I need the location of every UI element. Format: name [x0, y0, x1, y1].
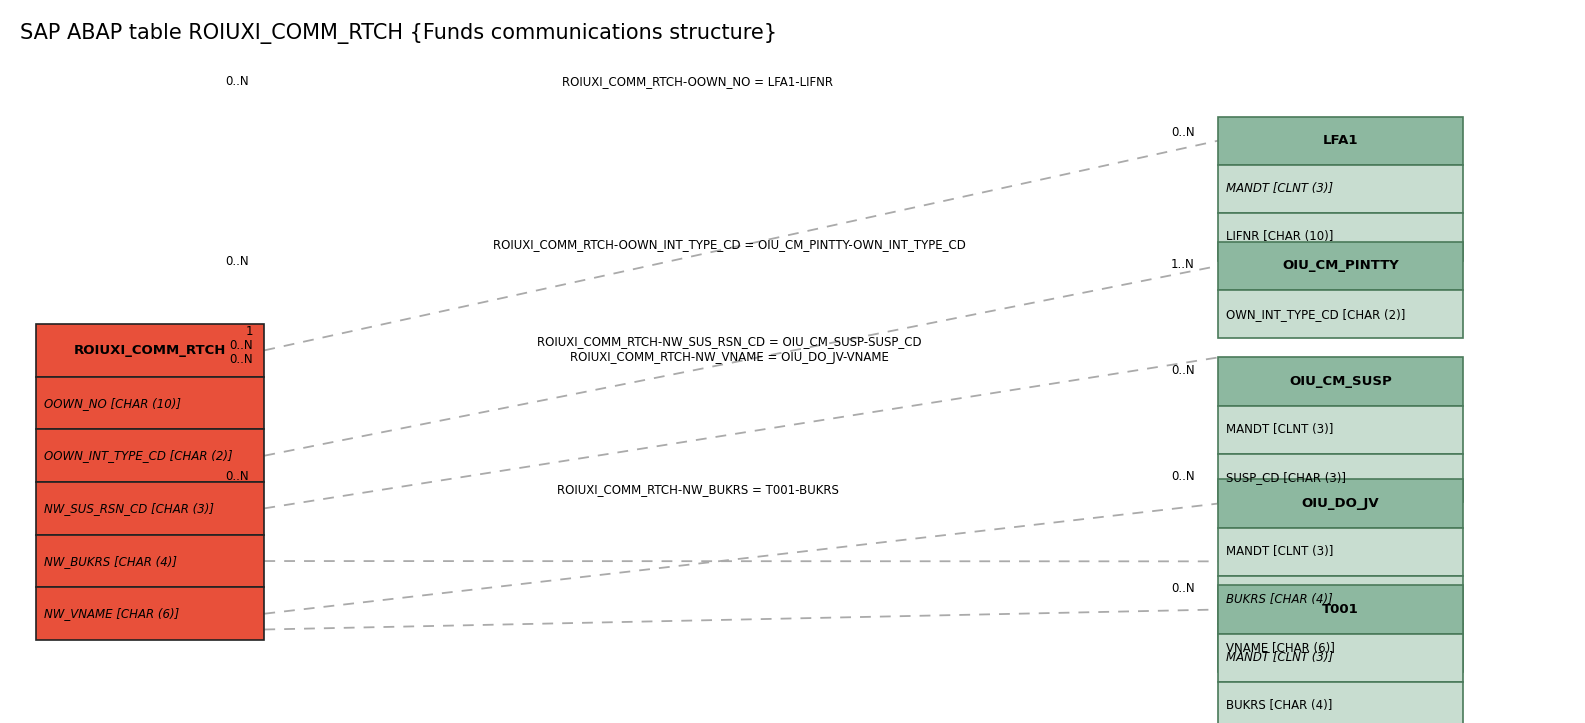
Text: OOWN_INT_TYPE_CD [CHAR (2)]: OOWN_INT_TYPE_CD [CHAR (2)]: [43, 449, 233, 462]
Text: 0..N: 0..N: [1171, 364, 1195, 377]
Text: 0..N: 0..N: [230, 339, 254, 352]
Text: ROIUXI_COMM_RTCH-OOWN_INT_TYPE_CD = OIU_CM_PINTTY-OWN_INT_TYPE_CD: ROIUXI_COMM_RTCH-OOWN_INT_TYPE_CD = OIU_…: [493, 239, 965, 252]
Text: OIU_CM_PINTTY: OIU_CM_PINTTY: [1282, 260, 1400, 273]
Text: BUKRS [CHAR (4)]: BUKRS [CHAR (4)]: [1227, 594, 1333, 607]
Text: 0..N: 0..N: [1171, 126, 1195, 139]
Text: BUKRS [CHAR (4)]: BUKRS [CHAR (4)]: [1227, 699, 1333, 712]
Text: LFA1: LFA1: [1322, 134, 1358, 147]
Text: NW_SUS_RSN_CD [CHAR (3)]: NW_SUS_RSN_CD [CHAR (3)]: [43, 502, 214, 515]
FancyBboxPatch shape: [36, 324, 265, 377]
Text: MANDT [CLNT (3)]: MANDT [CLNT (3)]: [1227, 423, 1333, 436]
Text: OIU_CM_SUSP: OIU_CM_SUSP: [1289, 375, 1392, 388]
FancyBboxPatch shape: [36, 587, 265, 640]
FancyBboxPatch shape: [1219, 357, 1463, 406]
Text: MANDT [CLNT (3)]: MANDT [CLNT (3)]: [1227, 545, 1333, 558]
Text: OIU_DO_JV: OIU_DO_JV: [1301, 497, 1379, 510]
FancyBboxPatch shape: [36, 482, 265, 535]
Text: LIFNR [CHAR (10)]: LIFNR [CHAR (10)]: [1227, 231, 1333, 244]
Text: ROIUXI_COMM_RTCH: ROIUXI_COMM_RTCH: [74, 344, 227, 357]
Text: 0..N: 0..N: [230, 353, 254, 366]
FancyBboxPatch shape: [1219, 241, 1463, 290]
FancyBboxPatch shape: [36, 535, 265, 587]
Text: 0..N: 0..N: [225, 470, 249, 483]
Text: ROIUXI_COMM_RTCH-NW_VNAME = OIU_DO_JV-VNAME: ROIUXI_COMM_RTCH-NW_VNAME = OIU_DO_JV-VN…: [571, 351, 889, 364]
FancyBboxPatch shape: [1219, 624, 1463, 672]
Text: ROIUXI_COMM_RTCH-NW_SUS_RSN_CD = OIU_CM_SUSP-SUSP_CD: ROIUXI_COMM_RTCH-NW_SUS_RSN_CD = OIU_CM_…: [537, 335, 922, 348]
Text: MANDT [CLNT (3)]: MANDT [CLNT (3)]: [1227, 651, 1333, 664]
Text: T001: T001: [1322, 603, 1358, 616]
Text: NW_VNAME [CHAR (6)]: NW_VNAME [CHAR (6)]: [43, 607, 179, 620]
Text: 0..N: 0..N: [1171, 470, 1195, 483]
Text: 0..N: 0..N: [225, 254, 249, 268]
Text: ROIUXI_COMM_RTCH-NW_BUKRS = T001-BUKRS: ROIUXI_COMM_RTCH-NW_BUKRS = T001-BUKRS: [556, 482, 838, 495]
FancyBboxPatch shape: [1219, 454, 1463, 502]
FancyBboxPatch shape: [36, 429, 265, 482]
FancyBboxPatch shape: [1219, 290, 1463, 338]
FancyBboxPatch shape: [1219, 165, 1463, 213]
Text: 1: 1: [246, 325, 254, 338]
FancyBboxPatch shape: [1219, 586, 1463, 633]
Text: 0..N: 0..N: [1171, 582, 1195, 595]
FancyBboxPatch shape: [1219, 213, 1463, 261]
Text: MANDT [CLNT (3)]: MANDT [CLNT (3)]: [1227, 182, 1333, 195]
FancyBboxPatch shape: [1219, 406, 1463, 454]
FancyBboxPatch shape: [1219, 528, 1463, 576]
FancyBboxPatch shape: [1219, 479, 1463, 528]
FancyBboxPatch shape: [1219, 682, 1463, 723]
Text: VNAME [CHAR (6)]: VNAME [CHAR (6)]: [1227, 641, 1335, 654]
Text: SUSP_CD [CHAR (3)]: SUSP_CD [CHAR (3)]: [1227, 471, 1346, 484]
Text: SAP ABAP table ROIUXI_COMM_RTCH {Funds communications structure}: SAP ABAP table ROIUXI_COMM_RTCH {Funds c…: [21, 23, 777, 44]
FancyBboxPatch shape: [1219, 576, 1463, 624]
Text: ROIUXI_COMM_RTCH-OOWN_NO = LFA1-LIFNR: ROIUXI_COMM_RTCH-OOWN_NO = LFA1-LIFNR: [563, 74, 834, 87]
FancyBboxPatch shape: [36, 377, 265, 429]
Text: OOWN_NO [CHAR (10)]: OOWN_NO [CHAR (10)]: [43, 396, 181, 409]
Text: OWN_INT_TYPE_CD [CHAR (2)]: OWN_INT_TYPE_CD [CHAR (2)]: [1227, 307, 1406, 320]
Text: NW_BUKRS [CHAR (4)]: NW_BUKRS [CHAR (4)]: [43, 555, 176, 568]
FancyBboxPatch shape: [1219, 116, 1463, 165]
FancyBboxPatch shape: [1219, 633, 1463, 682]
Text: 1..N: 1..N: [1171, 258, 1195, 271]
Text: 0..N: 0..N: [225, 74, 249, 87]
